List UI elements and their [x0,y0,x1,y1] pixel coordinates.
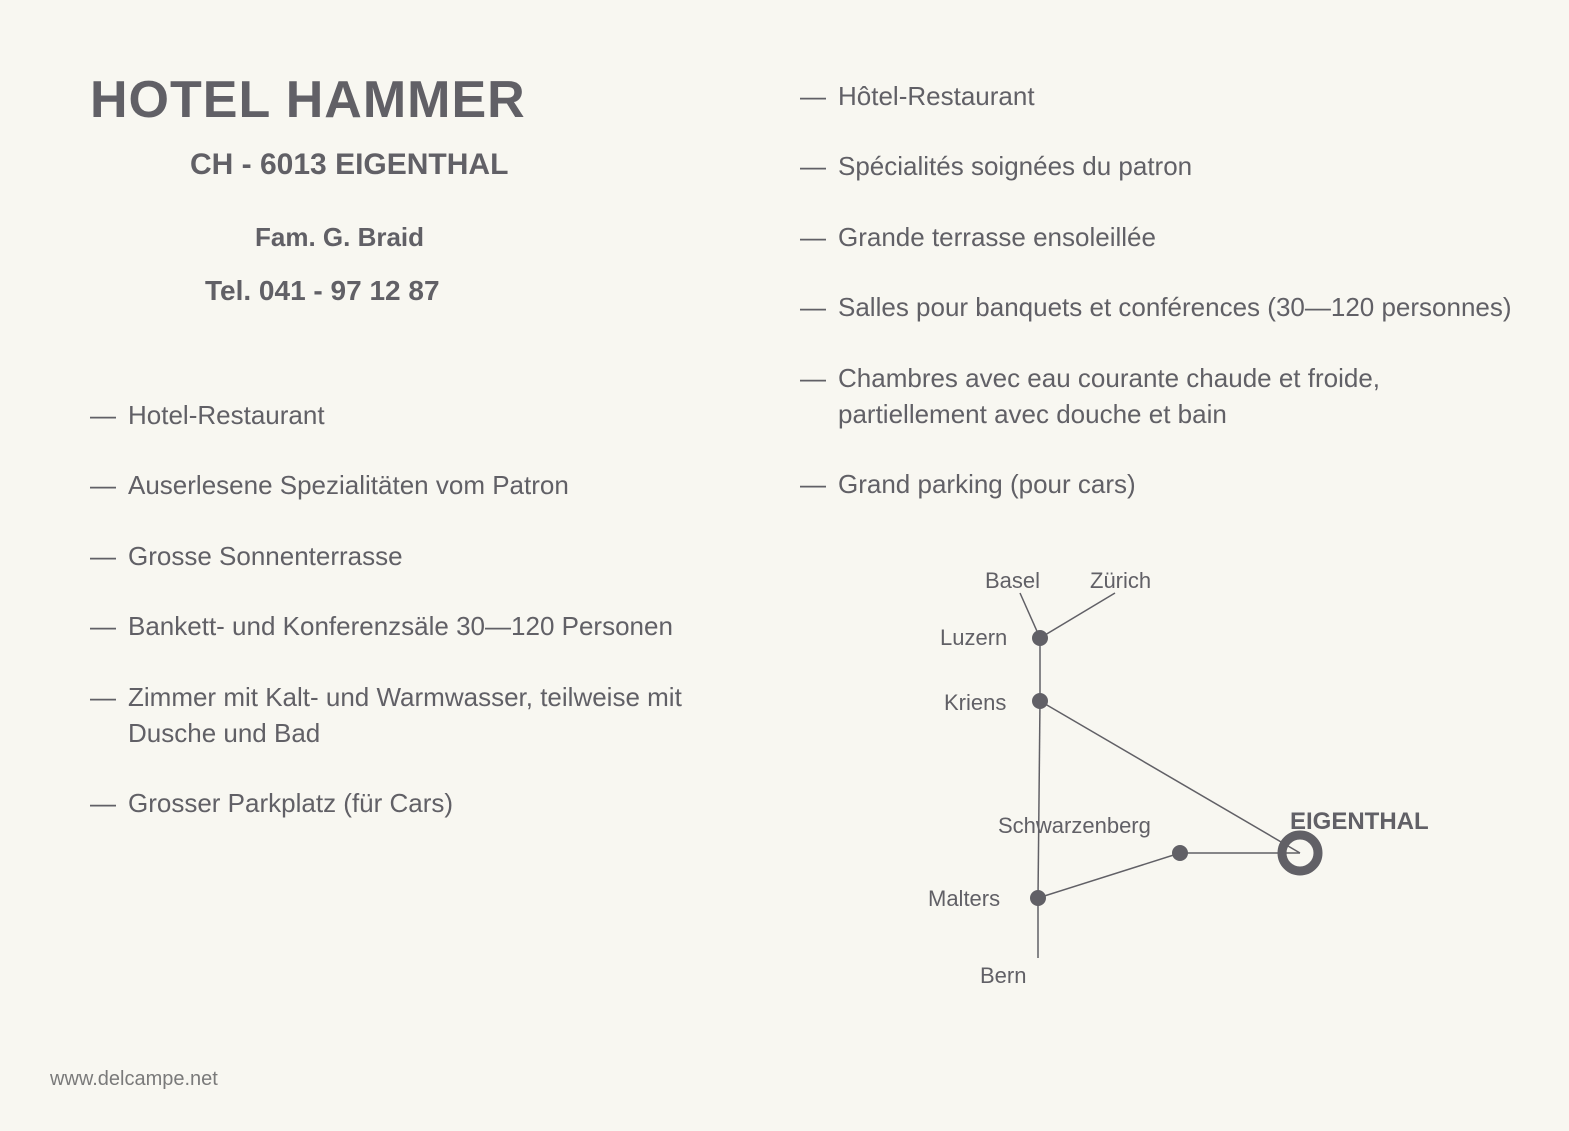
list-item: — Grosser Parkplatz (für Cars) [90,785,740,821]
hotel-phone: Tel. 041 - 97 12 87 [90,275,740,307]
location-map: Basel Zürich Luzern Kriens Schwarzenberg EIGE… [820,563,1500,1003]
map-label-luzern: Luzern [940,625,1007,651]
dash-icon: — [800,148,826,184]
dash-icon: — [800,360,826,433]
feature-text: Grosse Sonnenterrasse [128,538,740,574]
list-item: — Zimmer mit Kalt- und Warmwasser, teilw… [90,679,740,752]
hotel-title: HOTEL HAMMER [90,70,740,130]
dash-icon: — [90,467,116,503]
map-label-malters: Malters [928,886,1000,912]
feature-text: Chambres avec eau courante chaude et fro… [838,360,1530,433]
watermark-text: www.delcampe.net [50,1068,218,1091]
map-edge [1038,701,1040,898]
map-node-dot [1172,845,1188,861]
dash-icon: — [90,679,116,752]
feature-text: Salles pour banquets et conférences (30—… [838,289,1530,325]
french-feature-list: — Hôtel-Restaurant — Spécialités soignée… [800,78,1530,503]
feature-text: Grand parking (pour cars) [838,466,1530,502]
feature-text: Hôtel-Restaurant [838,78,1530,114]
dash-icon: — [90,538,116,574]
map-node-dot [1030,890,1046,906]
list-item: — Auserlesene Spezialitäten vom Patron [90,467,740,503]
map-node-dot [1032,693,1048,709]
map-edge [1040,593,1115,638]
hotel-family: Fam. G. Braid [90,222,740,253]
right-column: — Hôtel-Restaurant — Spécialités soignée… [800,70,1530,1003]
dash-icon: — [800,78,826,114]
map-label-schwarzenberg: Schwarzenberg [998,813,1151,839]
feature-text: Zimmer mit Kalt- und Warmwasser, teilwei… [128,679,740,752]
list-item: — Grand parking (pour cars) [800,466,1530,502]
dash-icon: — [800,466,826,502]
list-item: — Hôtel-Restaurant [800,78,1530,114]
list-item: — Chambres avec eau courante chaude et f… [800,360,1530,433]
list-item: — Grosse Sonnenterrasse [90,538,740,574]
hotel-address: CH - 6013 EIGENTHAL [90,148,740,182]
feature-text: Auserlesene Spezialitäten vom Patron [128,467,740,503]
dash-icon: — [800,219,826,255]
map-label-eigenthal: EIGENTHAL [1290,808,1429,836]
list-item: — Bankett- und Konferenzsäle 30—120 Pers… [90,608,740,644]
dash-icon: — [90,608,116,644]
dash-icon: — [90,397,116,433]
map-node-dot [1032,630,1048,646]
dash-icon: — [800,289,826,325]
feature-text: Hotel-Restaurant [128,397,740,433]
map-svg [820,563,1500,1003]
german-feature-list: — Hotel-Restaurant — Auserlesene Spezial… [90,397,740,822]
list-item: — Hotel-Restaurant [90,397,740,433]
list-item: — Salles pour banquets et conférences (3… [800,289,1530,325]
dash-icon: — [90,785,116,821]
feature-text: Grosser Parkplatz (für Cars) [128,785,740,821]
feature-text: Spécialités soignées du patron [838,148,1530,184]
map-label-bern: Bern [980,963,1026,989]
map-label-zurich: Zürich [1090,568,1151,594]
left-column: HOTEL HAMMER CH - 6013 EIGENTHAL Fam. G.… [90,70,740,1003]
list-item: — Grande terrasse ensoleillée [800,219,1530,255]
map-label-kriens: Kriens [944,690,1006,716]
map-label-basel: Basel [985,568,1040,594]
list-item: — Spécialités soignées du patron [800,148,1530,184]
map-edge [1038,853,1180,898]
feature-text: Grande terrasse ensoleillée [838,219,1530,255]
feature-text: Bankett- und Konferenzsäle 30—120 Person… [128,608,740,644]
main-container: HOTEL HAMMER CH - 6013 EIGENTHAL Fam. G.… [90,70,1479,1003]
